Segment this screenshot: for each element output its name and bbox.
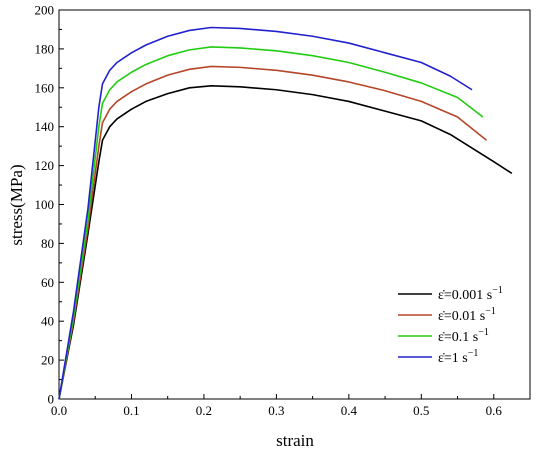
y-tick-label: 140 (35, 119, 55, 134)
y-tick-label: 180 (35, 41, 55, 56)
legend-label-sup: −1 (485, 306, 496, 317)
x-axis-ticks: 0.0 0.1 0.2 0.3 0.4 0.5 0.6 (51, 394, 503, 418)
y-tick-label: 160 (35, 80, 55, 95)
legend-label-0: ε̇=0.001 s−1 (438, 285, 503, 303)
legend: ε̇=0.001 s−1ε̇=0.01 s−1ε̇=0.1 s−1ε̇=1 s−… (398, 285, 503, 366)
y-axis-ticks: 0 20 40 60 80 100 120 140 160 180 200 (35, 3, 64, 407)
series-line-3 (58, 26, 473, 400)
legend-label-3: ε̇=1 s−1 (438, 348, 478, 366)
series-line-0 (58, 85, 513, 400)
series-line-2 (58, 46, 484, 400)
y-tick-label: 60 (41, 275, 54, 290)
legend-label-text: ε̇=0.01 s (438, 309, 485, 324)
y-axis-label: stress(MPa) (7, 164, 26, 245)
y-tick-label: 40 (41, 314, 54, 329)
x-tick-label: 0.6 (486, 403, 503, 418)
legend-label-sup: −1 (492, 285, 503, 296)
x-tick-label: 0.0 (51, 403, 67, 418)
y-tick-label: 120 (35, 158, 55, 173)
x-tick-label: 0.3 (268, 403, 284, 418)
series-lines (58, 26, 513, 400)
series-line-1 (58, 65, 488, 400)
x-tick-label: 0.1 (123, 403, 139, 418)
x-tick-label: 0.2 (196, 403, 212, 418)
legend-label-1: ε̇=0.01 s−1 (438, 306, 496, 324)
y-tick-label: 200 (35, 3, 55, 18)
x-axis-label: strain (276, 431, 314, 450)
legend-label-2: ε̇=0.1 s−1 (438, 327, 489, 345)
x-tick-label: 0.4 (341, 403, 358, 418)
legend-label-sup: −1 (468, 348, 479, 359)
legend-label-sup: −1 (478, 327, 489, 338)
y-tick-label: 0 (48, 392, 55, 407)
legend-label-text: ε̇=0.001 s (438, 288, 492, 303)
x-tick-label: 0.5 (413, 403, 429, 418)
legend-label-text: ε̇=0.1 s (438, 330, 478, 345)
legend-label-text: ε̇=1 s (438, 351, 468, 366)
y-tick-label: 20 (41, 353, 54, 368)
y-tick-label: 100 (35, 197, 55, 212)
y-tick-label: 80 (41, 236, 54, 251)
